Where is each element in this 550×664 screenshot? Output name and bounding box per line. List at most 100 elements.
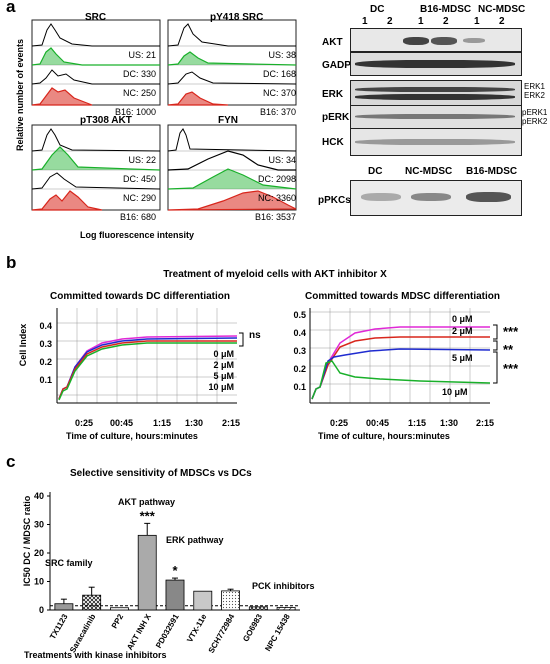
concentration-label: 10 μM (442, 387, 468, 397)
xtick: 2:15 (476, 418, 495, 428)
histogram-values: US: 22 DC: 450 NC: 290 B16: 680 (104, 151, 156, 227)
left-xlabel: Time of culture, hours:minutes (66, 431, 198, 441)
ytick: 0.5 (293, 310, 306, 320)
blot-lane-label: 1 (362, 16, 368, 27)
dc-cell-index-plot (56, 308, 244, 404)
blot-gadph (350, 52, 522, 76)
chart-xlabel: Treatments with kinase inhibitors (24, 650, 167, 660)
histogram-src (31, 19, 161, 106)
concentration-label: 0 μM (452, 314, 473, 324)
bar (276, 607, 296, 611)
perk-isoform-labels: pERK1 pERK2 (522, 108, 547, 126)
concentration-label: 0 μM (213, 349, 234, 359)
histogram-title: pT308 AKT (80, 115, 132, 126)
histogram-value: DC: 168 (262, 69, 296, 79)
blot-lane-label: 1 (418, 16, 424, 27)
ytick: 0.2 (293, 364, 306, 374)
annotation-src-family: SRC family (45, 558, 93, 568)
significance-stars: * (172, 563, 178, 578)
ytick: 0.3 (293, 346, 306, 356)
bar (165, 579, 185, 611)
histogram-value: B16: 1000 (114, 107, 156, 117)
category-label: AKT INH X (125, 612, 153, 652)
blot-row-label: pERK (322, 112, 350, 123)
histogram-value: US: 34 (268, 155, 296, 165)
blot-row-label: GADPH (322, 60, 359, 71)
significance-stars: *** (140, 508, 156, 523)
bar (221, 590, 240, 611)
blot-lane-label: 1 (474, 16, 480, 27)
ytick: 0.1 (39, 375, 52, 385)
blot-row-label: pPKCs (318, 195, 351, 206)
annotation-akt-pathway: AKT pathway (118, 497, 176, 507)
sig-stars: *** (503, 361, 519, 376)
xtick: 00:45 (110, 418, 134, 428)
concentration-label: 5 μM (452, 353, 473, 363)
category-label: NPC 15438 (263, 612, 292, 653)
perk2-label: pERK2 (522, 117, 548, 126)
histogram-value: B16: 370 (259, 107, 296, 117)
erk1-label: ERK1 (524, 82, 545, 91)
xtick: 1:30 (185, 418, 204, 428)
y-tick-label: 40 (34, 491, 44, 501)
right-yticks: 0.5 0.4 0.3 0.2 0.1 (284, 306, 306, 396)
chart-title: Selective sensitivity of MDSCs vs DCs (70, 468, 252, 479)
concentration-label: 10 μM (208, 382, 234, 392)
blot-lane-label: 2 (443, 16, 449, 27)
histogram-value: NC: 3360 (257, 193, 296, 203)
category-label: Saracatinib (68, 612, 97, 654)
sig-stars: *** (503, 324, 519, 339)
bar (54, 603, 74, 611)
histogram-value: B16: 680 (119, 212, 156, 222)
histogram-value: US: 21 (128, 50, 156, 60)
histogram-value: DC: 2098 (257, 174, 296, 184)
annotation-erk-pathway: ERK pathway (166, 535, 224, 545)
right-xlabel: Time of culture, hours:minutes (318, 431, 450, 441)
blot-group-label: DC (370, 4, 385, 15)
xtick: 1:30 (440, 418, 459, 428)
concentration-label: 2 μM (213, 360, 234, 370)
histogram-value: NC: 370 (262, 88, 296, 98)
cell-index-label: Cell Index (18, 323, 28, 367)
concentration-label: 2 μM (452, 326, 473, 336)
ytick: 0.1 (293, 382, 306, 392)
dc-ns-label: ns (249, 330, 261, 341)
xtick: 00:45 (366, 418, 390, 428)
category-label: TX1123 (48, 612, 70, 641)
right-plot-title: Committed towards MDSC differentiation (305, 291, 501, 302)
ytick: 0.4 (293, 328, 306, 338)
y-tick-label: 20 (34, 548, 44, 558)
xtick: 1:15 (153, 418, 172, 428)
histogram-values: US: 38 DC: 168 NC: 370 B16: 370 (244, 46, 296, 122)
blot-lane-label: 2 (499, 16, 505, 27)
histogram-value: NC: 290 (122, 193, 156, 203)
blot-group-label: NC-MDSC (478, 4, 526, 15)
histogram-value: NC: 250 (122, 88, 156, 98)
category-label: GO6983 (241, 612, 264, 643)
histogram-value: DC: 330 (122, 69, 156, 79)
histogram-value: B16: 3537 (254, 212, 296, 222)
xtick: 0:25 (75, 418, 94, 428)
panel-b-label: b (6, 253, 17, 272)
category-label: PD032591 (154, 612, 181, 650)
blot-lane-label: 2 (387, 16, 393, 27)
flow-histograms (31, 19, 297, 211)
left-yticks: 0.4 0.3 0.2 0.1 (30, 317, 52, 389)
xtick: 1:15 (408, 418, 427, 428)
y-tick-label: 0 (39, 605, 44, 615)
xtick: 0:25 (330, 418, 349, 428)
left-plot-title: Committed towards DC differentiation (50, 291, 231, 302)
panel-c-label: c (6, 452, 16, 471)
mdsc-cell-index-plot (309, 308, 498, 404)
histogram-title: FYN (218, 115, 238, 126)
histogram-y-axis-label: Relative number of events (15, 38, 25, 152)
perk1-label: pERK1 (522, 108, 548, 117)
y-tick-label: 30 (34, 520, 44, 530)
histogram-fyn (167, 124, 297, 211)
concentration-label: 5 μM (213, 371, 234, 381)
ytick: 0.3 (39, 339, 52, 349)
histogram-value: DC: 450 (122, 174, 156, 184)
histogram-title: SRC (85, 12, 107, 23)
ytick: 0.4 (39, 321, 52, 331)
